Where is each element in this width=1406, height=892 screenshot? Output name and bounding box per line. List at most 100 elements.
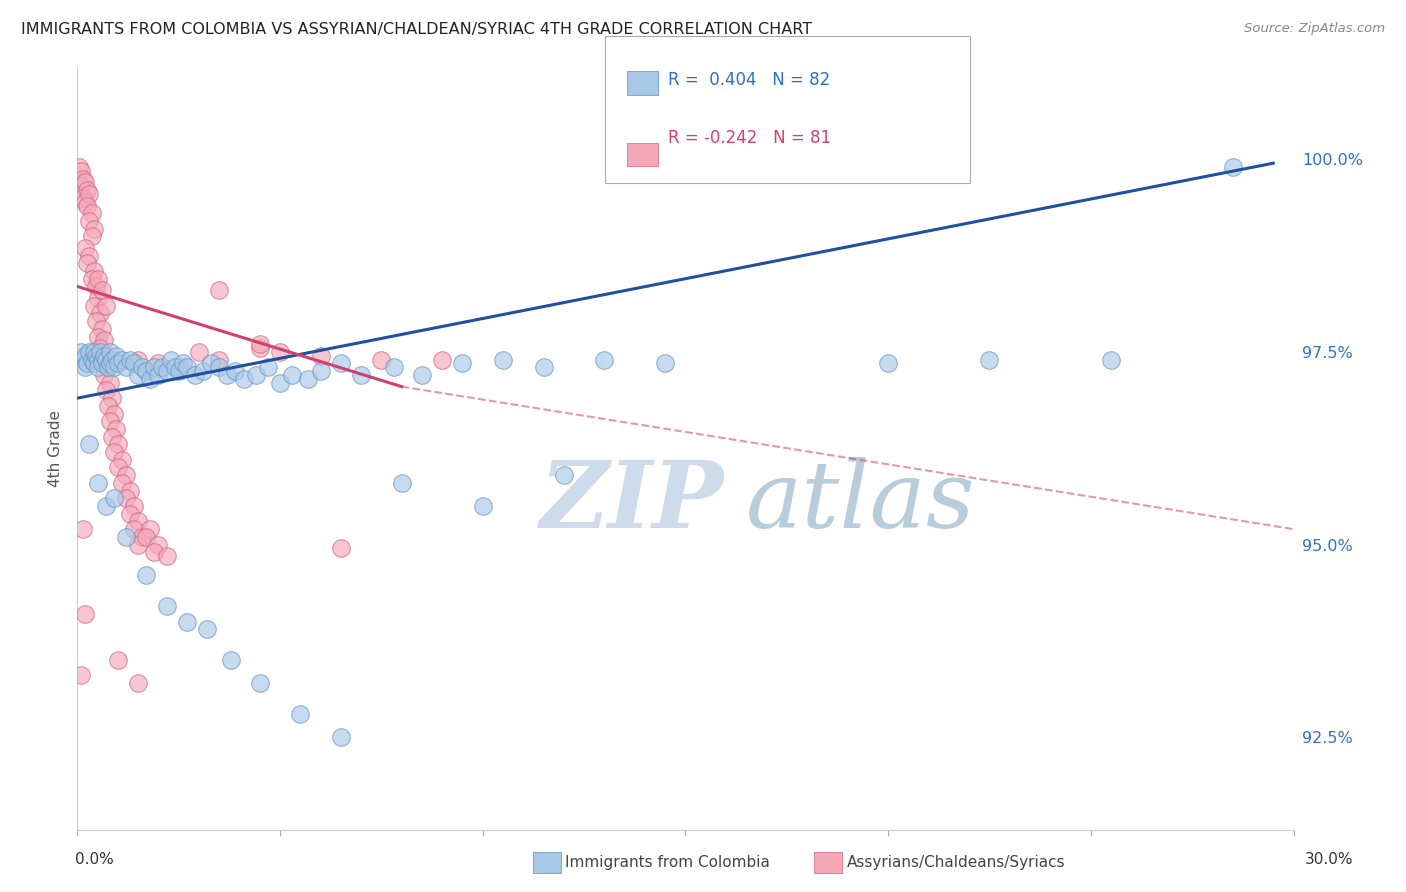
Point <box>391 475 413 490</box>
Point <box>103 491 125 506</box>
Text: 30.0%: 30.0% <box>1305 852 1353 867</box>
Point <box>122 522 145 536</box>
Point <box>80 271 103 285</box>
Point <box>93 334 115 348</box>
Point <box>94 384 117 398</box>
Point <box>75 241 97 255</box>
Point <box>184 368 207 382</box>
Point <box>98 376 121 390</box>
Point <box>152 360 174 375</box>
Text: 0.0%: 0.0% <box>75 852 114 867</box>
Point <box>382 360 405 375</box>
Point <box>70 179 93 194</box>
Point <box>122 499 145 513</box>
Point <box>1099 352 1122 367</box>
Point <box>93 349 115 363</box>
Point <box>155 599 177 614</box>
Point <box>72 171 94 186</box>
Point <box>269 345 291 359</box>
Point <box>72 191 94 205</box>
Point <box>89 345 111 359</box>
Point <box>107 653 129 667</box>
Point <box>94 352 117 367</box>
Point <box>167 360 190 375</box>
Point <box>84 349 107 363</box>
Point <box>533 360 555 375</box>
Point <box>172 356 194 370</box>
Point <box>257 360 280 375</box>
Point <box>115 530 138 544</box>
Point <box>309 349 332 363</box>
Point <box>127 368 149 382</box>
Point <box>115 491 138 506</box>
Point <box>111 452 134 467</box>
Point <box>103 445 125 459</box>
Point <box>155 364 177 378</box>
Point <box>75 360 97 375</box>
Point <box>83 221 105 235</box>
Point <box>93 368 115 382</box>
Point <box>176 360 198 375</box>
Point <box>94 299 117 313</box>
Point <box>195 622 218 636</box>
Point <box>86 360 108 375</box>
Point <box>80 206 103 220</box>
Point <box>79 249 101 263</box>
Point <box>89 341 111 355</box>
Point <box>76 356 98 370</box>
Point <box>135 568 157 582</box>
Point <box>232 372 254 386</box>
Point <box>281 368 304 382</box>
Point <box>593 352 616 367</box>
Point <box>122 356 145 370</box>
Point <box>1222 160 1244 174</box>
Point <box>79 437 101 451</box>
Point <box>159 352 181 367</box>
Point <box>127 515 149 529</box>
Point <box>67 160 90 174</box>
Point <box>208 352 231 367</box>
Point <box>79 186 101 201</box>
Point <box>329 730 352 744</box>
Point <box>98 345 121 359</box>
Point <box>249 337 271 351</box>
Point <box>350 368 373 382</box>
Point <box>553 468 575 483</box>
Point <box>191 364 214 378</box>
Point <box>131 530 153 544</box>
Point <box>83 264 105 278</box>
Point <box>127 352 149 367</box>
Point <box>176 615 198 629</box>
Point <box>90 356 112 370</box>
Point <box>101 352 124 367</box>
Point <box>111 475 134 490</box>
Point <box>86 475 108 490</box>
Point <box>217 368 239 382</box>
Point <box>72 352 94 367</box>
Point <box>208 283 231 297</box>
Point <box>76 198 98 212</box>
Point <box>97 360 120 375</box>
Point <box>84 279 107 293</box>
Point <box>83 345 105 359</box>
Point <box>94 349 117 363</box>
Point <box>86 291 108 305</box>
Point <box>127 676 149 690</box>
Point <box>101 430 124 444</box>
Point <box>139 522 162 536</box>
Point <box>370 352 392 367</box>
Point <box>654 356 676 370</box>
Point <box>76 256 98 270</box>
Point <box>97 399 120 413</box>
Point <box>80 352 103 367</box>
Point <box>135 530 157 544</box>
Point <box>84 314 107 328</box>
Point <box>979 352 1001 367</box>
Point <box>155 549 177 563</box>
Point <box>115 468 138 483</box>
Point <box>143 360 166 375</box>
Point <box>139 372 162 386</box>
Point <box>430 352 453 367</box>
Point <box>90 322 112 336</box>
Point <box>76 183 98 197</box>
